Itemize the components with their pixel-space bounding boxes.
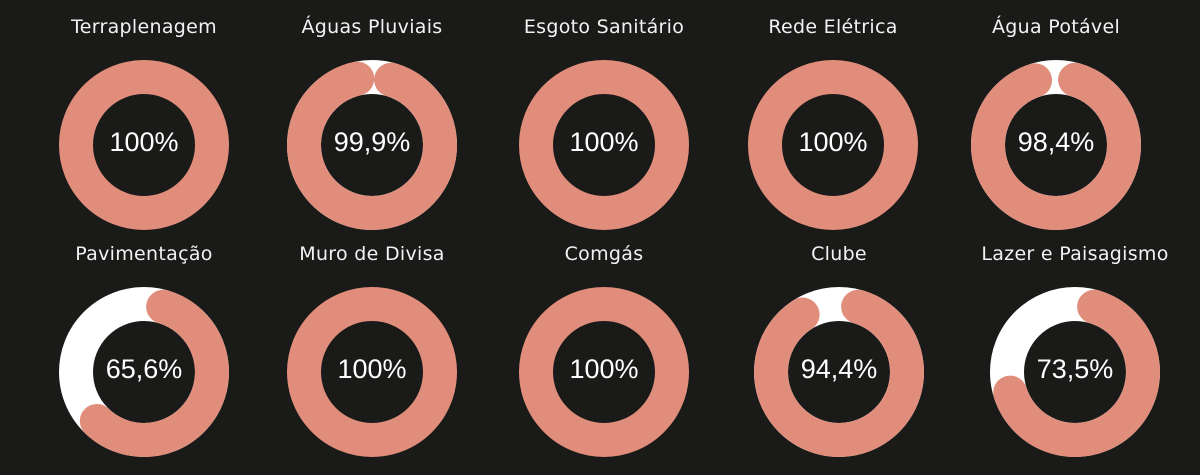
gauge-clube: Clube 94,4% (725, 227, 953, 457)
gauge-title: Muro de Divisa (299, 243, 445, 265)
donut-chart (519, 60, 689, 230)
donut-chart (287, 60, 457, 230)
gauge-value: 99,9% (333, 127, 411, 157)
gauge-title: Comgás (564, 243, 644, 265)
gauge-value: 100% (109, 127, 179, 157)
donut-chart (59, 60, 229, 230)
gauge-comgas: Comgás 100% (490, 227, 718, 457)
donut-chart (287, 287, 457, 457)
gauge-value: 100% (798, 127, 868, 157)
gauge-muro-de-divisa: Muro de Divisa 100% (258, 227, 486, 457)
donut-track (519, 60, 689, 230)
donut-progress-arc (287, 60, 457, 230)
gauge-value: 100% (569, 354, 639, 384)
donut-chart (990, 287, 1160, 457)
donut-track (519, 287, 689, 457)
gauge-agua-potavel: Água Potável 98,4% (942, 0, 1170, 230)
gauge-rede-eletrica: Rede Elétrica 100% (719, 0, 947, 230)
donut-chart (971, 60, 1141, 230)
gauge-title: Terraplenagem (71, 16, 217, 38)
gauge-title: Clube (811, 243, 867, 265)
gauge-value: 98,4% (1017, 127, 1095, 157)
gauge-value: 100% (569, 127, 639, 157)
gauge-title: Esgoto Sanitário (523, 16, 685, 38)
donut-chart (59, 287, 229, 457)
gauge-terraplenagem: Terraplenagem 100% (30, 0, 258, 230)
donut-track (287, 287, 457, 457)
donut-progress-arc (59, 287, 229, 457)
gauge-value: 100% (337, 354, 407, 384)
donut-chart (754, 287, 924, 457)
donut-progress-arc (754, 287, 924, 457)
gauge-title: Águas Pluviais (301, 16, 443, 38)
gauge-value: 73,5% (1036, 354, 1114, 384)
gauge-title: Pavimentação (75, 243, 213, 265)
donut-chart (519, 287, 689, 457)
donut-track (748, 60, 918, 230)
gauge-value: 94,4% (800, 354, 878, 384)
donut-progress-arc (971, 60, 1141, 230)
gauge-title: Água Potável (991, 16, 1121, 38)
gauge-aguas-pluviais: Águas Pluviais 99,9% (258, 0, 486, 230)
gauge-value: 65,6% (105, 354, 183, 384)
donut-progress-arc (990, 287, 1160, 457)
donut-chart (748, 60, 918, 230)
gauge-esgoto-sanitario: Esgoto Sanitário 100% (490, 0, 718, 230)
gauge-pavimentacao: Pavimentação 65,6% (30, 227, 258, 457)
donut-track (59, 60, 229, 230)
gauge-title: Lazer e Paisagismo (981, 243, 1169, 265)
gauge-lazer-e-paisagismo: Lazer e Paisagismo 73,5% (961, 227, 1189, 457)
gauge-title: Rede Elétrica (768, 16, 898, 38)
